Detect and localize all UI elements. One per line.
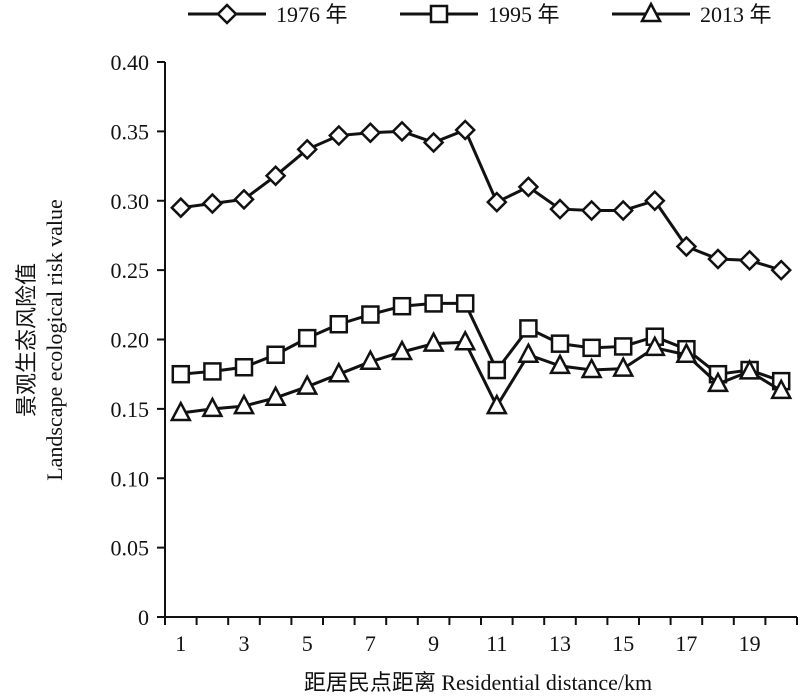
series-1 [170, 119, 792, 281]
data-point-diamond [391, 120, 413, 143]
data-point-diamond [296, 138, 318, 161]
data-point-diamond [612, 199, 634, 222]
data-point-triangle [675, 342, 698, 364]
x-tick-label: 3 [239, 631, 250, 656]
data-point-square [361, 305, 380, 324]
data-point-square [203, 362, 222, 381]
data-point-square [613, 337, 633, 356]
data-point-triangle [580, 357, 603, 379]
y-tick-label: 0.20 [111, 328, 150, 353]
legend-item-1: 1976 年 [188, 2, 348, 27]
data-point-triangle [390, 339, 414, 361]
data-point-diamond [328, 124, 350, 147]
x-tick-label: 17 [675, 631, 697, 656]
data-point-triangle [296, 374, 319, 395]
data-point-square [234, 358, 254, 377]
legend-label: 2013 年 [700, 2, 772, 27]
legend-label: 1976 年 [276, 2, 348, 27]
y-tick-label: 0 [138, 605, 149, 630]
x-axis-title: 距居民点距离 Residential distance/km [304, 670, 652, 695]
data-point-diamond [486, 191, 508, 213]
data-point-triangle [485, 393, 508, 415]
data-point-triangle [201, 396, 224, 418]
legend-marker-square [429, 4, 449, 24]
x-tick-label: 13 [549, 631, 571, 656]
data-point-triangle [327, 361, 350, 383]
data-point-diamond [233, 188, 255, 211]
data-point-triangle [454, 329, 477, 351]
data-point-square [455, 294, 475, 313]
y-tick-label: 0.30 [111, 189, 150, 214]
data-point-diamond [422, 131, 445, 154]
data-point-square [424, 294, 443, 313]
data-point-diamond [738, 249, 761, 272]
data-point-diamond [770, 259, 792, 281]
data-point-diamond [644, 189, 666, 212]
data-point-diamond [675, 235, 698, 258]
legend-marker-triangle [639, 1, 663, 23]
data-point-triangle [738, 358, 761, 380]
x-tick-label: 5 [302, 631, 313, 656]
y-axis-title-chinese: 景观生态风险值 [14, 263, 39, 417]
data-point-square [582, 338, 601, 358]
series-3 [169, 329, 793, 422]
data-point-triangle [359, 349, 382, 370]
data-point-triangle [706, 371, 730, 393]
data-point-diamond [517, 176, 540, 198]
data-point-triangle [643, 335, 666, 357]
x-tick-label: 9 [428, 631, 439, 656]
x-tick-label: 1 [175, 631, 186, 656]
y-tick-label: 0.25 [111, 258, 150, 283]
data-point-square [487, 360, 507, 380]
data-point-triangle [548, 353, 572, 375]
y-axis-ticks: 0 0.05 0.10 0.15 0.20 0.25 0.30 0.35 0.40 [111, 50, 165, 630]
data-point-diamond [264, 165, 287, 187]
legend-label: 1995 年 [488, 2, 560, 27]
legend: 1976 年 1995 年 2013 年 [188, 1, 772, 27]
data-point-square [329, 314, 349, 334]
data-point-diamond [170, 196, 192, 219]
data-point-diamond [549, 198, 571, 220]
data-point-diamond [707, 248, 729, 270]
data-point-square [519, 319, 538, 338]
x-tick-label: 19 [739, 631, 761, 656]
y-tick-label: 0.10 [111, 466, 150, 491]
data-point-diamond [359, 121, 382, 144]
y-axis-title-english: Landscape ecological risk value [42, 199, 67, 481]
y-tick-label: 0.35 [111, 119, 150, 144]
x-axis-ticks: 1 3 5 7 9 11 13 15 17 19 [164, 617, 798, 656]
y-tick-label: 0.15 [111, 397, 150, 422]
y-tick-label: 0.40 [111, 50, 150, 75]
series-layer [169, 119, 793, 422]
data-point-triangle [169, 400, 192, 422]
data-point-triangle [612, 355, 635, 377]
data-point-square [297, 328, 317, 348]
data-point-square [266, 345, 285, 365]
x-tick-label: 7 [365, 631, 376, 656]
data-point-triangle [264, 385, 287, 407]
data-point-triangle [770, 378, 793, 400]
legend-marker-diamond [216, 3, 238, 25]
data-point-diamond [454, 119, 476, 141]
legend-item-3: 2013 年 [612, 1, 772, 27]
legend-item-2: 1995 年 [400, 2, 560, 27]
data-point-triangle [422, 330, 445, 352]
data-point-diamond [201, 192, 224, 215]
data-point-square [171, 364, 191, 384]
x-tick-label: 15 [612, 631, 634, 656]
data-point-diamond [580, 199, 603, 222]
y-tick-label: 0.05 [111, 536, 150, 561]
x-tick-label: 11 [486, 631, 507, 656]
data-point-square [550, 334, 570, 353]
data-point-square [392, 296, 412, 316]
data-point-triangle [517, 342, 540, 364]
data-point-triangle [232, 393, 256, 415]
